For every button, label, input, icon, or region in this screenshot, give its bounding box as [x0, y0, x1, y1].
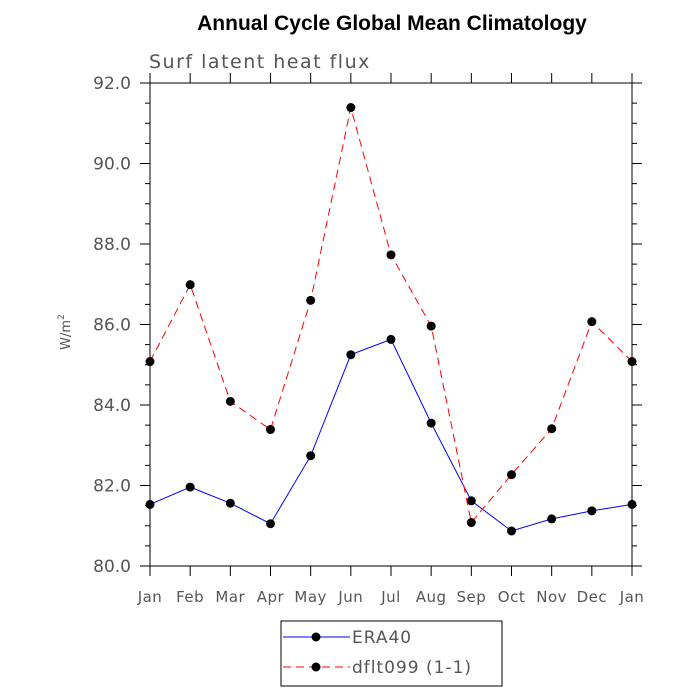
y-tick-label: 84.0 — [93, 396, 131, 416]
y-tick-label: 86.0 — [93, 316, 131, 336]
data-point — [426, 418, 436, 428]
y-axis-label: W/m2 — [57, 314, 74, 350]
data-point — [225, 498, 235, 508]
x-tick-label: Feb — [176, 588, 204, 606]
data-point — [587, 317, 597, 327]
x-tick-labels: Jan Feb Mar Apr May Jun Jul Aug Sep Oct Nov Dec Jan — [137, 588, 645, 606]
y-tick-labels: 80.0 82.0 84.0 86.0 88.0 90.0 92.0 — [93, 74, 131, 577]
x-tick-label: Jan — [137, 588, 163, 606]
legend-marker-era40 — [311, 632, 321, 642]
data-point — [225, 396, 235, 406]
data-point — [386, 250, 396, 260]
data-point — [306, 451, 316, 461]
y-tick-label: 82.0 — [93, 477, 131, 497]
data-point — [466, 496, 476, 506]
data-point — [507, 526, 516, 536]
y-tick-label: 92.0 — [93, 74, 131, 94]
x-tick-label: Jun — [337, 588, 363, 606]
data-point — [266, 519, 275, 529]
data-point — [386, 334, 396, 344]
data-point — [507, 470, 516, 480]
data-point — [266, 425, 275, 435]
chart-subtitle: Surf latent heat flux — [149, 51, 371, 73]
data-point — [306, 295, 316, 305]
data-point — [627, 357, 637, 367]
data-point — [587, 506, 597, 516]
legend-box — [280, 620, 503, 687]
data-point — [185, 280, 195, 290]
axis-ticks — [140, 73, 642, 576]
legend: ERA40 dflt099 (1-1) — [280, 620, 503, 687]
data-point — [547, 424, 557, 434]
x-tick-label: Aug — [416, 588, 447, 606]
x-tick-label: Dec — [577, 588, 608, 606]
x-tick-label: Oct — [498, 588, 525, 606]
data-point — [145, 357, 155, 367]
x-tick-label: Mar — [215, 588, 245, 606]
y-axis-label-superscript: 2 — [57, 314, 67, 320]
data-point — [547, 514, 557, 524]
data-point — [627, 499, 637, 509]
x-tick-label: Apr — [257, 588, 285, 606]
chart-title: Annual Cycle Global Mean Climatology — [197, 12, 587, 35]
x-tick-label: Jul — [380, 588, 401, 606]
y-tick-label: 88.0 — [93, 235, 131, 255]
y-tick-label: 80.0 — [93, 557, 131, 577]
legend-label-dflt099: dflt099 (1-1) — [352, 658, 472, 678]
data-point — [466, 518, 476, 528]
plot-frame — [149, 82, 633, 567]
data-point — [426, 321, 436, 331]
data-point — [145, 499, 155, 509]
series-line-1 — [149, 107, 633, 524]
data-point — [185, 482, 195, 492]
legend-label-era40: ERA40 — [352, 628, 412, 648]
series-line-0 — [149, 338, 633, 532]
y-tick-label: 90.0 — [93, 155, 131, 175]
series-layer — [145, 103, 637, 536]
x-tick-label: Sep — [456, 588, 486, 606]
data-point — [346, 103, 356, 113]
x-tick-label: Nov — [536, 588, 567, 606]
x-tick-label: Jan — [619, 588, 645, 606]
data-point — [346, 350, 356, 360]
legend-marker-dflt099 — [311, 662, 321, 672]
x-tick-label: May — [294, 588, 327, 606]
